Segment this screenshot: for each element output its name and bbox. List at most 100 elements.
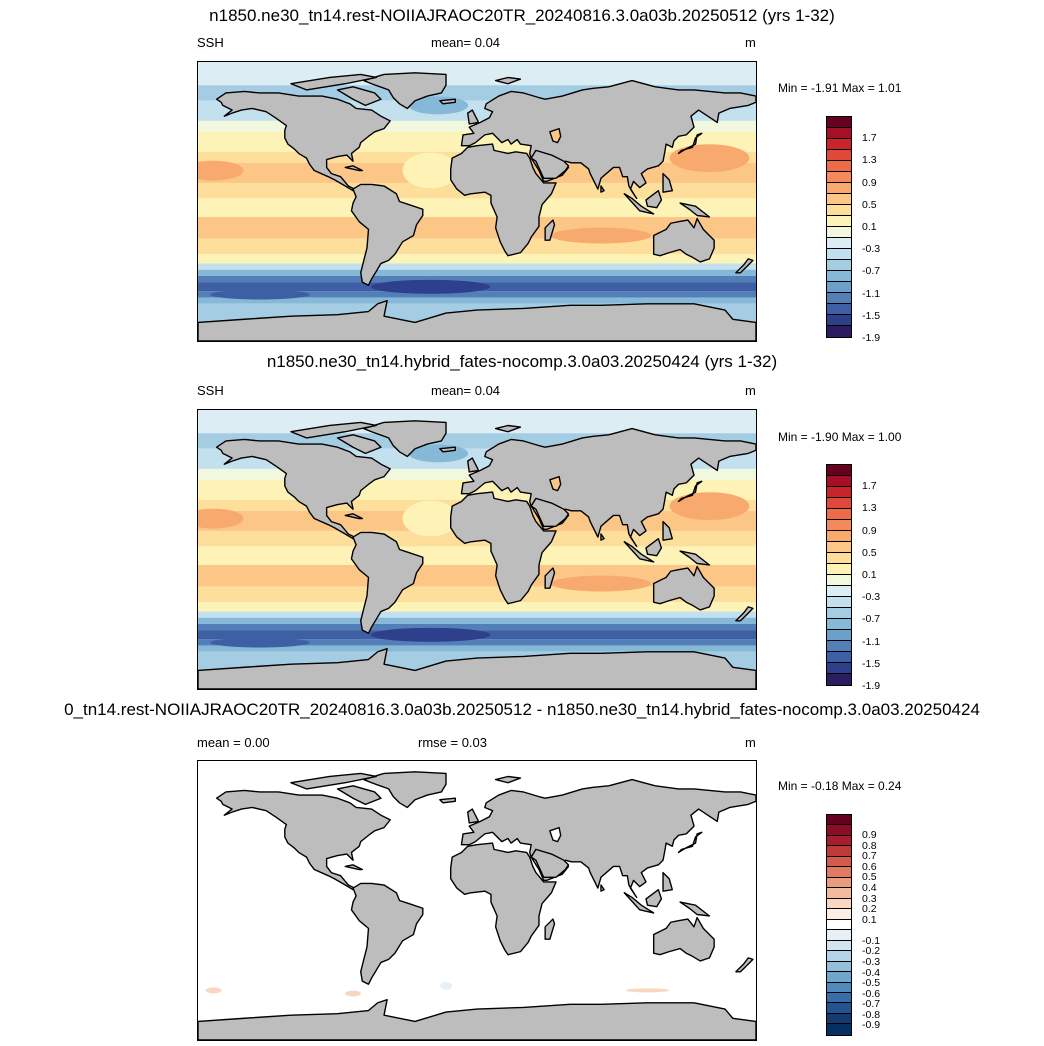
colorbar-tick-label: -0.9 (862, 1019, 881, 1032)
colorbar-swatch (827, 630, 851, 641)
ocean-ssh-band (198, 297, 756, 304)
colorbar-swatch (827, 815, 851, 826)
land-iceland (439, 797, 456, 804)
colorbar-tick-label: 0.5 (862, 546, 877, 559)
land-greenland (363, 771, 447, 809)
colorbar-tick-label: -0.1 (862, 934, 881, 947)
ocean-ssh-feature (625, 988, 670, 993)
land-newGuinea (679, 901, 711, 917)
rmse-label: rmse = 0.03 (418, 735, 488, 750)
colorbar-swatch (827, 825, 851, 836)
colorbar-tick-label: 0.4 (862, 882, 877, 894)
land-indonesia (623, 892, 655, 914)
colorbar-swatch (827, 586, 851, 597)
land-southAmerica (350, 882, 424, 985)
colorbar-swatch (827, 476, 851, 487)
colorbar-swatch (827, 117, 851, 128)
colorbar-swatch (827, 940, 851, 952)
land-newZealand (735, 258, 754, 274)
colorbar-tick-label: -1.5 (862, 309, 881, 322)
mean-label: mean = 0.00 (197, 735, 270, 750)
land-borneo (645, 189, 663, 209)
land-caspian (549, 826, 562, 843)
min-max-label: Min = -0.18 Max = 0.24 (778, 779, 902, 793)
land-baffin (336, 785, 382, 806)
colorbar-swatch (827, 982, 851, 993)
min-max-label: Min = -1.91 Max = 1.01 (778, 81, 902, 95)
colorbar-swatch (827, 139, 851, 150)
land-eurasia (460, 427, 756, 548)
colorbar-swatch (827, 909, 851, 920)
ocean-ssh-feature (440, 981, 452, 990)
land-africa (449, 491, 557, 605)
colorbar-swatch (827, 249, 851, 260)
land-sriLanka (600, 533, 605, 541)
land-caspian (549, 127, 562, 144)
ocean-ssh-band (198, 639, 756, 646)
ocean-ssh-feature (370, 627, 491, 642)
colorbar-tick-label: -0.4 (862, 966, 881, 979)
colorbar-swatch (827, 575, 851, 586)
land-iceland (439, 98, 456, 105)
colorbar-tick-label: -0.8 (862, 1008, 881, 1021)
land-iceland (439, 446, 456, 453)
ocean-ssh-band (198, 254, 756, 264)
colorbar-swatch (827, 238, 851, 249)
variable-label: SSH (197, 383, 224, 398)
land-arcticIslands (290, 772, 377, 790)
colorbar-swatch (827, 271, 851, 282)
land-cuba (344, 165, 364, 172)
colorbar-swatch (827, 898, 851, 910)
colorbar-tick-label: 0.5 (862, 198, 877, 211)
colorbar-swatch (827, 326, 851, 337)
land-northAmerica (215, 90, 391, 192)
units-label: m (745, 735, 756, 750)
colorbar-swatch (827, 498, 851, 509)
colorbar-swatch (827, 608, 851, 619)
colorbar-tick-label: 0.8 (862, 839, 877, 852)
land-svalbard (494, 775, 522, 784)
ssh-difference-map (197, 760, 757, 1041)
land-arcticIslands (290, 73, 377, 91)
land-cuba (344, 864, 364, 871)
colorbar-swatch (827, 597, 851, 608)
land-southAmerica (350, 183, 424, 286)
colorbar-swatch (827, 205, 851, 216)
colorbar-tick-label: 1.3 (862, 502, 877, 515)
colorbar-tick-label: 0.1 (862, 913, 877, 926)
land-indonesia (623, 193, 655, 215)
colorbar-swatch (827, 465, 851, 476)
colorbar-swatch (827, 509, 851, 520)
colorbar-tick-label: -1.1 (862, 635, 881, 648)
colorbar-tick-label: 0.1 (862, 221, 877, 233)
units-label: m (745, 383, 756, 398)
ocean-ssh-feature (210, 637, 310, 648)
colorbar-swatch (827, 304, 851, 315)
land-svalbard (494, 76, 522, 85)
colorbar-swatch (827, 194, 851, 205)
colorbar-swatch (827, 227, 851, 238)
colorbar-swatch (827, 531, 851, 542)
land-antarctica (198, 998, 756, 1040)
colorbar-tick-label: -1.9 (862, 332, 881, 344)
colorbar (826, 464, 852, 686)
land-arcticIslands (290, 421, 377, 439)
land-sriLanka (600, 884, 605, 892)
colorbar-swatch (827, 877, 851, 889)
ocean-ssh-feature (551, 575, 651, 592)
land-northAmerica (215, 789, 391, 891)
land-africa (449, 143, 557, 257)
colorbar-tick-label: -1.1 (862, 287, 881, 300)
ocean-ssh-feature (205, 987, 222, 994)
colorbar-swatch (827, 1024, 851, 1035)
colorbar-swatch (827, 1003, 851, 1014)
colorbar-swatch (827, 542, 851, 553)
land-australia (652, 916, 715, 962)
panel-title: n1850.ne30_tn14.hybrid_fates-nocomp.3.0a… (266, 352, 778, 371)
colorbar-tick-label: -0.7 (862, 265, 881, 278)
colorbar-swatch (827, 992, 851, 1004)
land-eurasia (460, 778, 756, 899)
land-philippines (662, 871, 673, 892)
colorbar-swatch (827, 260, 851, 271)
ocean-ssh-band (198, 645, 756, 652)
